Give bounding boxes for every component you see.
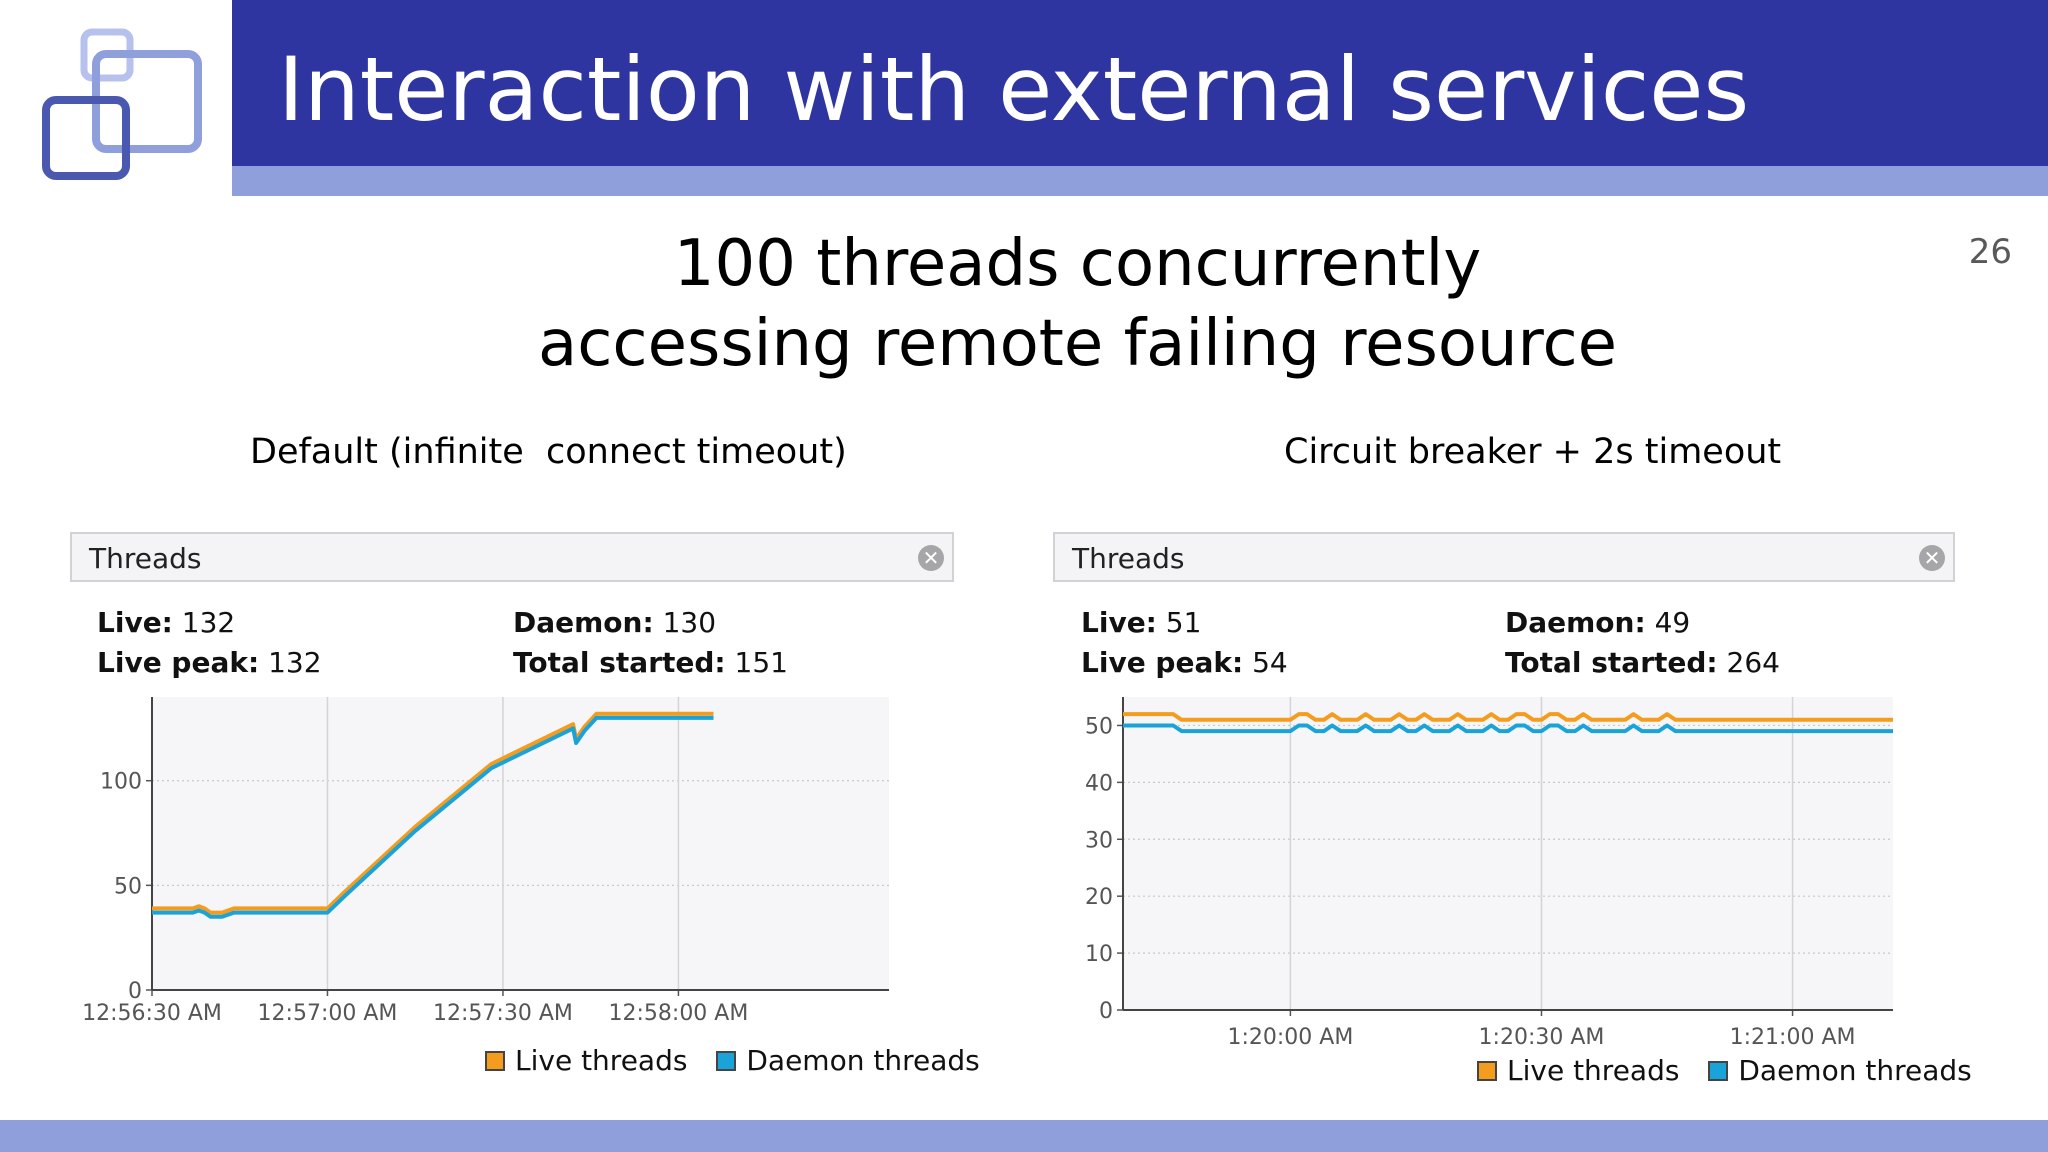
chart-legend: Live threads Daemon threads [1477,1054,1992,1087]
legend-label: Live threads [515,1044,688,1077]
threads-panel-circuit-breaker: Threads ✕ Live: 51 Live peak: 54 Daemon:… [1053,532,1972,1102]
x-tick-label: 12:56:30 AM [82,1001,222,1026]
series-line-live-threads [1123,712,1893,722]
stat-value: 49 [1654,606,1691,639]
stat-label: Daemon: [513,606,654,639]
stat-value: 132 [181,606,236,639]
stat-value: 130 [662,606,717,639]
stat-live: Live: 51 [1081,606,1201,639]
slide-subtitle-line-2: accessing remote failing resource [538,307,1617,381]
stat-total-started: Total started: 264 [1505,646,1780,679]
plot-area [1123,697,1893,1010]
slide-number: 26 [1968,232,2012,272]
legend-item-live: Live threads [1477,1054,1679,1087]
stat-live-peak: Live peak: 132 [97,646,322,679]
y-tick-label: 50 [114,874,142,899]
panel-header: Threads ✕ [1053,532,1955,582]
stat-total-started: Total started: 151 [513,646,788,679]
panel-title: Threads [1072,542,1185,575]
stat-live: Live: 132 [97,606,235,639]
footer-bar [0,1120,2048,1152]
x-tick-label: 12:58:00 AM [609,1001,749,1026]
x-tick-label: 1:21:00 AM [1730,1025,1856,1050]
stat-value: 54 [1252,646,1288,679]
panel-header: Threads ✕ [70,532,954,582]
stat-daemon: Daemon: 49 [1505,606,1690,639]
legend-swatch [1477,1061,1497,1081]
stat-value: 264 [1726,646,1780,679]
slide-subtitle-line-1: 100 threads concurrently [673,227,1482,301]
series-line-daemon-threads [152,715,714,919]
legend-item-daemon: Daemon threads [1708,1054,1972,1087]
legend-swatch [485,1051,505,1071]
legend-item-live: Live threads [485,1044,687,1077]
stat-label: Total started: [513,646,726,679]
y-tick-label: 10 [1085,942,1113,967]
y-tick-label: 40 [1085,771,1113,796]
stat-label: Total started: [1505,646,1718,679]
legend-swatch [1708,1061,1729,1081]
close-icon[interactable]: ✕ [1919,545,1945,571]
legend-swatch [716,1051,737,1071]
y-tick-label: 20 [1085,885,1113,910]
header-bar [232,0,2048,166]
plot-area [152,697,889,990]
y-tick-label: 30 [1085,828,1113,853]
x-tick-label: 1:20:30 AM [1479,1025,1605,1050]
stat-label: Live: [1081,606,1157,639]
chart-legend: Live threads Daemon threads [485,1044,1000,1077]
legend-item-daemon: Daemon threads [716,1044,980,1077]
overlapping-squares-icon [42,28,202,180]
x-tick-label: 1:20:00 AM [1227,1025,1353,1050]
threads-chart-circuit-breaker: 0 10 20 30 40 50 1:20:00 AM 1:20:30 AM 1:21:00 A… [1085,697,1893,1050]
stat-value: 51 [1165,606,1202,639]
stat-label: Daemon: [1505,606,1646,639]
x-tick-label: 12:57:30 AM [433,1001,573,1026]
y-tick-label: 100 [100,770,142,795]
stat-live-peak: Live peak: 54 [1081,646,1288,679]
y-tick-label: 50 [1085,714,1113,739]
left-chart-caption: Default (infinite connect timeout) [250,432,847,472]
y-tick-label: 0 [1099,999,1113,1024]
right-chart-caption: Circuit breaker + 2s timeout [1284,432,1782,472]
series-line-live-threads [152,711,714,915]
legend-label: Daemon threads [1738,1054,1972,1087]
series-line-daemon-threads [1123,723,1893,734]
panel-title: Threads [89,542,202,575]
x-tick-label: 12:57:00 AM [258,1001,398,1026]
y-tick-label: 0 [128,979,142,1004]
stat-daemon: Daemon: 130 [513,606,716,639]
legend-label: Daemon threads [746,1044,980,1077]
slide-title: Interaction with external services [278,38,1750,141]
close-icon[interactable]: ✕ [918,545,944,571]
stat-label: Live peak: [97,646,260,679]
header-accent-strip [232,166,2048,196]
stat-label: Live peak: [1081,646,1244,679]
stat-label: Live: [97,606,173,639]
stat-value: 151 [734,646,788,679]
logo [0,0,232,196]
threads-chart-default: 0 50 100 12:56:30 AM 12:57:00 AM 12:57:30 AM 1… [82,697,889,1026]
threads-panel-default: Threads ✕ Live: 132 Live peak: 132 Daemo… [70,532,980,1092]
stat-value: 132 [268,646,322,679]
legend-label: Live threads [1507,1054,1680,1087]
